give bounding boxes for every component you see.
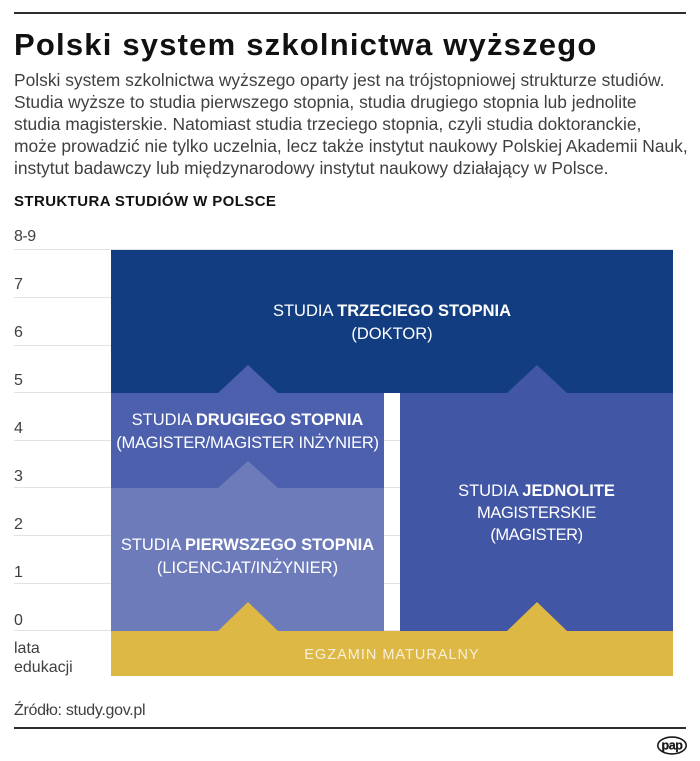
svg-text:pap: pap (661, 739, 683, 753)
